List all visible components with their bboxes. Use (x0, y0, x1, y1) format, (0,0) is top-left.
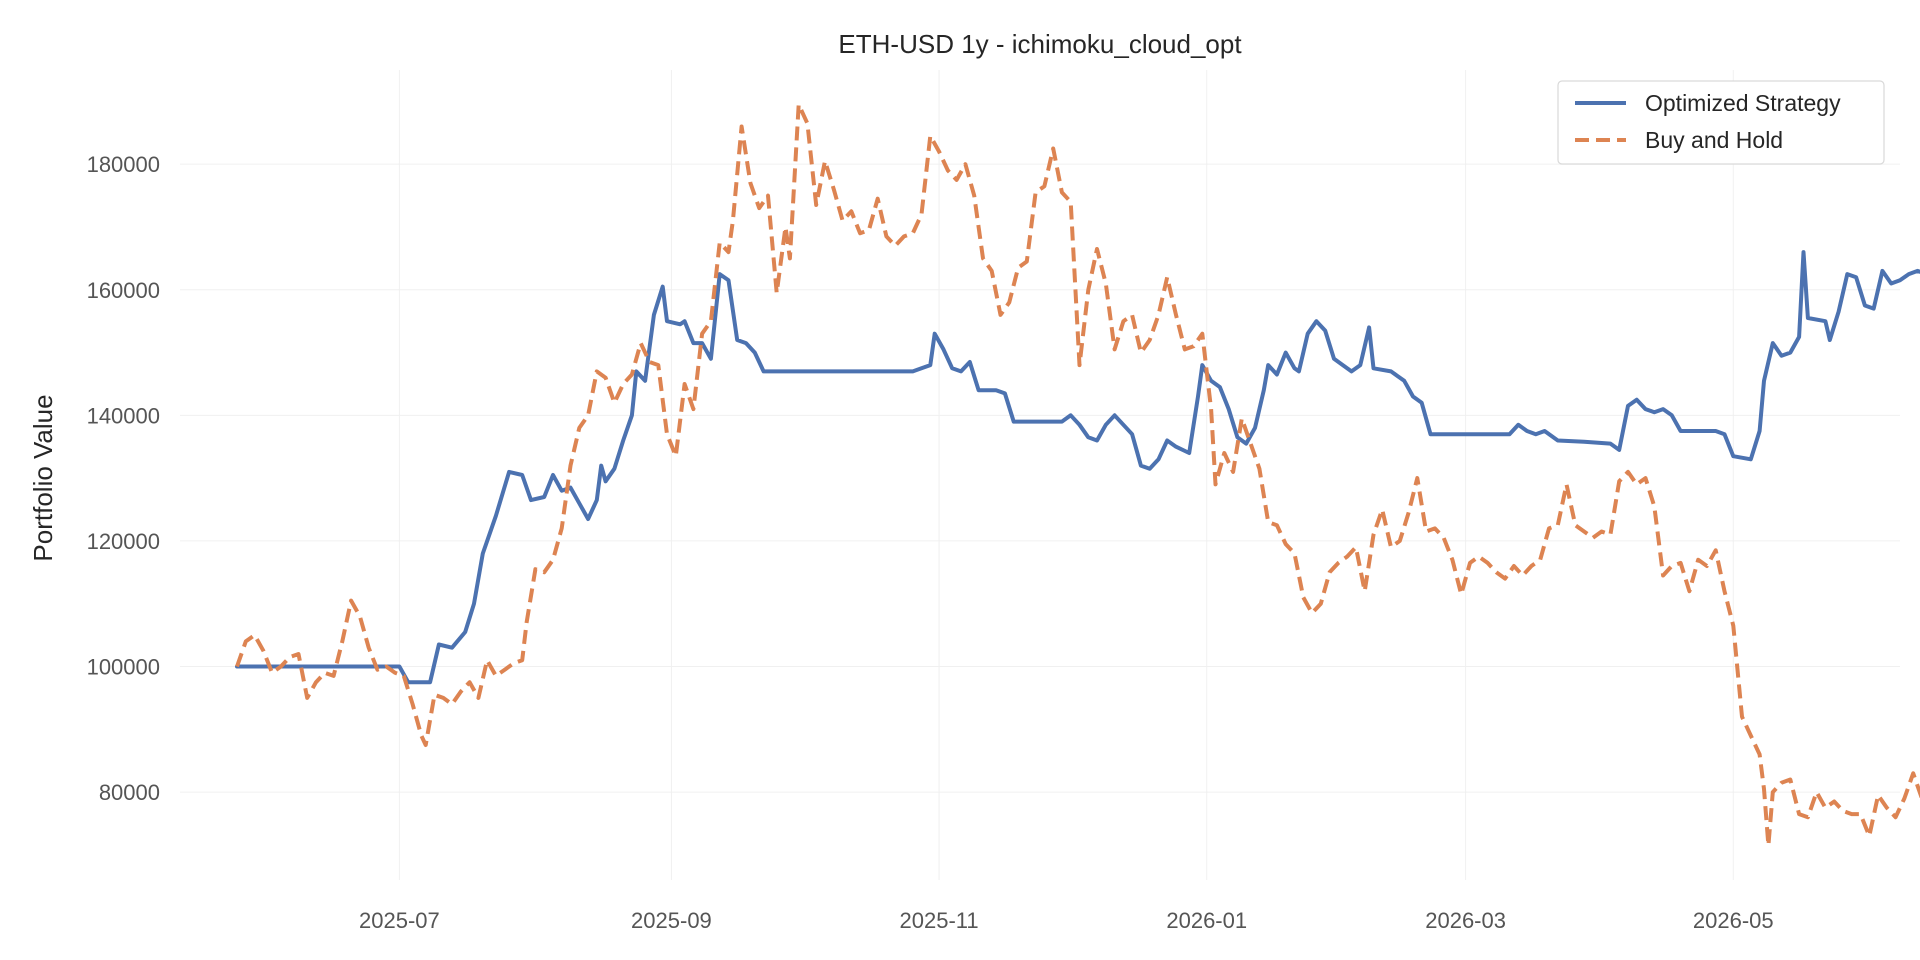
x-tick-label: 2025-09 (631, 908, 712, 933)
grid (180, 70, 1900, 880)
x-tick-label: 2026-05 (1693, 908, 1774, 933)
legend-box (1557, 80, 1885, 165)
series-lines (235, 102, 1920, 848)
x-axis-ticks: 2025-07 2025-09 2025-11 2026-01 2026-03 2026-… (359, 908, 1774, 933)
legend-label-optimized-strategy: Optimized Strategy (1645, 90, 1841, 116)
x-tick-label: 2025-07 (359, 908, 440, 933)
y-tick-label: 180000 (87, 152, 160, 177)
y-axis-label: Portfolio Value (28, 394, 58, 561)
legend: Optimized Strategy Buy and Hold (1557, 80, 1885, 165)
y-tick-label: 120000 (87, 529, 160, 554)
y-tick-label: 140000 (87, 403, 160, 428)
chart-title: ETH-USD 1y - ichimoku_cloud_opt (838, 29, 1242, 59)
y-tick-label: 160000 (87, 278, 160, 303)
x-tick-label: 2026-01 (1166, 908, 1247, 933)
series-line-buy-and-hold (235, 102, 1920, 848)
y-axis-ticks: 80000 100000 120000 140000 160000 180000 (87, 152, 160, 805)
y-tick-label: 100000 (87, 655, 160, 680)
x-tick-label: 2025-11 (900, 908, 979, 933)
series-line-optimized-strategy (235, 250, 1920, 685)
legend-label-buy-and-hold: Buy and Hold (1645, 127, 1783, 153)
x-tick-label: 2026-03 (1425, 908, 1506, 933)
y-tick-label: 80000 (99, 780, 160, 805)
